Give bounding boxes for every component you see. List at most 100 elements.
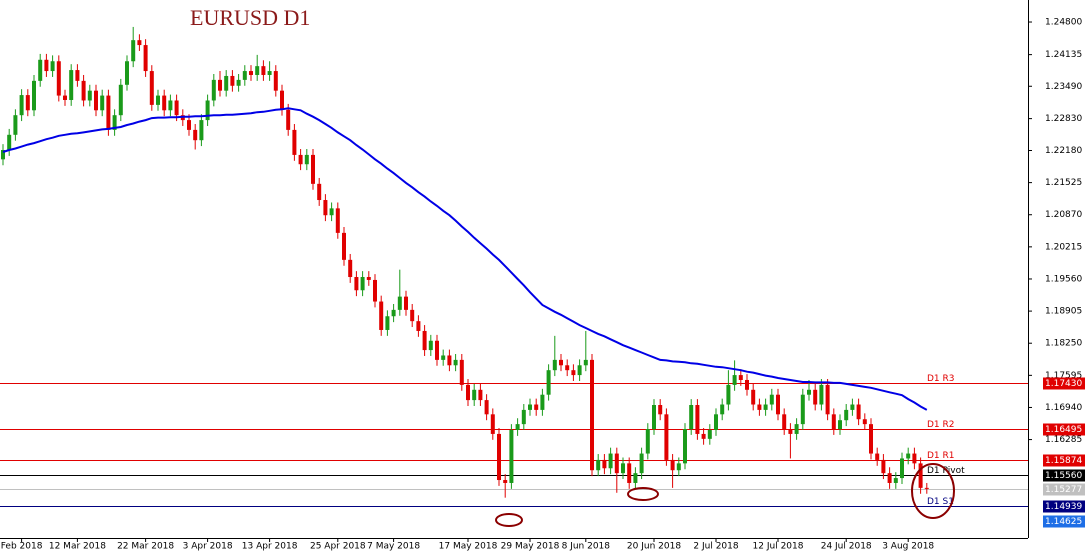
candle-body xyxy=(707,430,712,439)
candle-body xyxy=(658,405,663,415)
candle-body xyxy=(546,370,551,395)
x-tick-label: 3 Aug 2018 xyxy=(882,542,934,552)
x-tick-label: 25 Apr 2018 xyxy=(310,542,366,552)
candle-body xyxy=(484,400,489,415)
x-tick-label: 13 Apr 2018 xyxy=(242,542,298,552)
price-box-label: 1.14625 xyxy=(1045,517,1082,527)
x-tick-label: 2 Jul 2018 xyxy=(693,542,738,552)
x-tick-label: 12 Jul 2018 xyxy=(753,542,804,552)
x-tick-label: 8 Jun 2018 xyxy=(562,542,611,552)
candle-body xyxy=(881,459,886,474)
candle-body xyxy=(56,61,61,96)
candle-body xyxy=(571,370,576,376)
y-tick-label: 1.22830 xyxy=(1045,114,1082,124)
candle-body xyxy=(664,414,669,460)
x-tick-label: Feb 2018 xyxy=(1,542,43,552)
candle-body xyxy=(25,95,30,111)
candle-body xyxy=(404,296,408,310)
price-box xyxy=(1043,515,1085,528)
candle-body xyxy=(621,463,625,474)
candle-body xyxy=(137,40,142,46)
candle-body xyxy=(193,129,198,141)
candle-body xyxy=(224,75,229,91)
candle-body xyxy=(118,84,123,116)
price-box xyxy=(1043,483,1085,496)
candle-body xyxy=(472,389,477,401)
candle-body xyxy=(7,134,12,151)
candle-body xyxy=(875,453,880,460)
candle-body xyxy=(261,66,266,75)
candle-body xyxy=(1,150,5,160)
marks: 1.24800 1.24135 1.23490 1.22830 1.22180 1.215… xyxy=(0,18,1085,552)
x-tick-label: 20 Jun 2018 xyxy=(627,542,681,552)
x-tick-label: 12 Mar 2018 xyxy=(49,542,106,552)
candle-body xyxy=(44,59,49,72)
candle-body xyxy=(714,414,718,431)
candle-body xyxy=(242,71,247,80)
candle-body xyxy=(745,379,749,390)
candle-body xyxy=(125,61,129,85)
y-tick-label: 1.23490 xyxy=(1045,82,1082,92)
candle-body xyxy=(447,355,452,366)
candle-body xyxy=(608,453,613,469)
y-tick-label: 1.18905 xyxy=(1045,307,1082,317)
y-tick-label: 1.16940 xyxy=(1045,403,1082,413)
candle-body xyxy=(187,120,191,130)
candle-body xyxy=(366,277,371,280)
y-tick-label: 1.17595 xyxy=(1045,371,1082,381)
x-tick-label: 7 May 2018 xyxy=(367,542,420,552)
candle-body xyxy=(763,404,768,410)
candle-body xyxy=(205,100,210,121)
candle-body xyxy=(670,459,675,471)
candle-body xyxy=(273,71,278,91)
y-tick-label: 1.20870 xyxy=(1045,210,1082,220)
candle-body xyxy=(112,115,117,130)
y-tick-label: 1.19560 xyxy=(1045,274,1082,284)
candle-body xyxy=(856,404,861,420)
candle-body xyxy=(831,414,836,430)
candle-body xyxy=(13,115,18,135)
price-box xyxy=(1043,500,1085,513)
candle-body xyxy=(652,405,656,430)
candle-body xyxy=(676,463,681,471)
x-tick-label: 3 Apr 2018 xyxy=(183,542,233,552)
candle-body xyxy=(794,424,799,434)
candle-body xyxy=(844,409,849,421)
candle-body xyxy=(50,61,55,72)
candle-body xyxy=(280,90,284,110)
candle-body xyxy=(410,309,415,322)
candle-body xyxy=(342,232,346,260)
price-box xyxy=(1043,377,1085,390)
candle-body xyxy=(602,459,607,469)
candle-body xyxy=(534,404,539,410)
candle-body xyxy=(32,80,36,111)
y-tick-label: 1.20215 xyxy=(1045,242,1082,252)
price-box xyxy=(1043,469,1085,482)
candle-body xyxy=(497,433,501,481)
candle-body xyxy=(106,95,111,130)
candle-body xyxy=(521,409,526,425)
candle-body xyxy=(924,487,929,489)
pivot-level-name: D1 R1 xyxy=(927,451,955,461)
candle-body xyxy=(38,59,43,81)
highlight-ellipse xyxy=(495,513,523,527)
pivot-level-name: D1 R2 xyxy=(927,420,955,430)
candle-body xyxy=(211,79,216,101)
candle-body xyxy=(249,71,253,75)
candle-body xyxy=(69,70,74,100)
price-box-label: 1.16495 xyxy=(1045,425,1082,435)
candle-body xyxy=(788,429,793,434)
y-tick-label: 1.18250 xyxy=(1045,339,1082,349)
candle-body xyxy=(807,389,811,395)
candle-body xyxy=(757,404,762,410)
candle-body xyxy=(441,355,446,360)
candle-body xyxy=(416,321,421,331)
candle-body xyxy=(81,80,86,101)
candle-body xyxy=(335,208,340,233)
candle-body xyxy=(354,277,359,291)
candle-body xyxy=(769,394,774,405)
candle-body xyxy=(317,183,322,201)
candle-body xyxy=(156,95,160,105)
x-tick-label: 24 Jul 2018 xyxy=(821,542,872,552)
